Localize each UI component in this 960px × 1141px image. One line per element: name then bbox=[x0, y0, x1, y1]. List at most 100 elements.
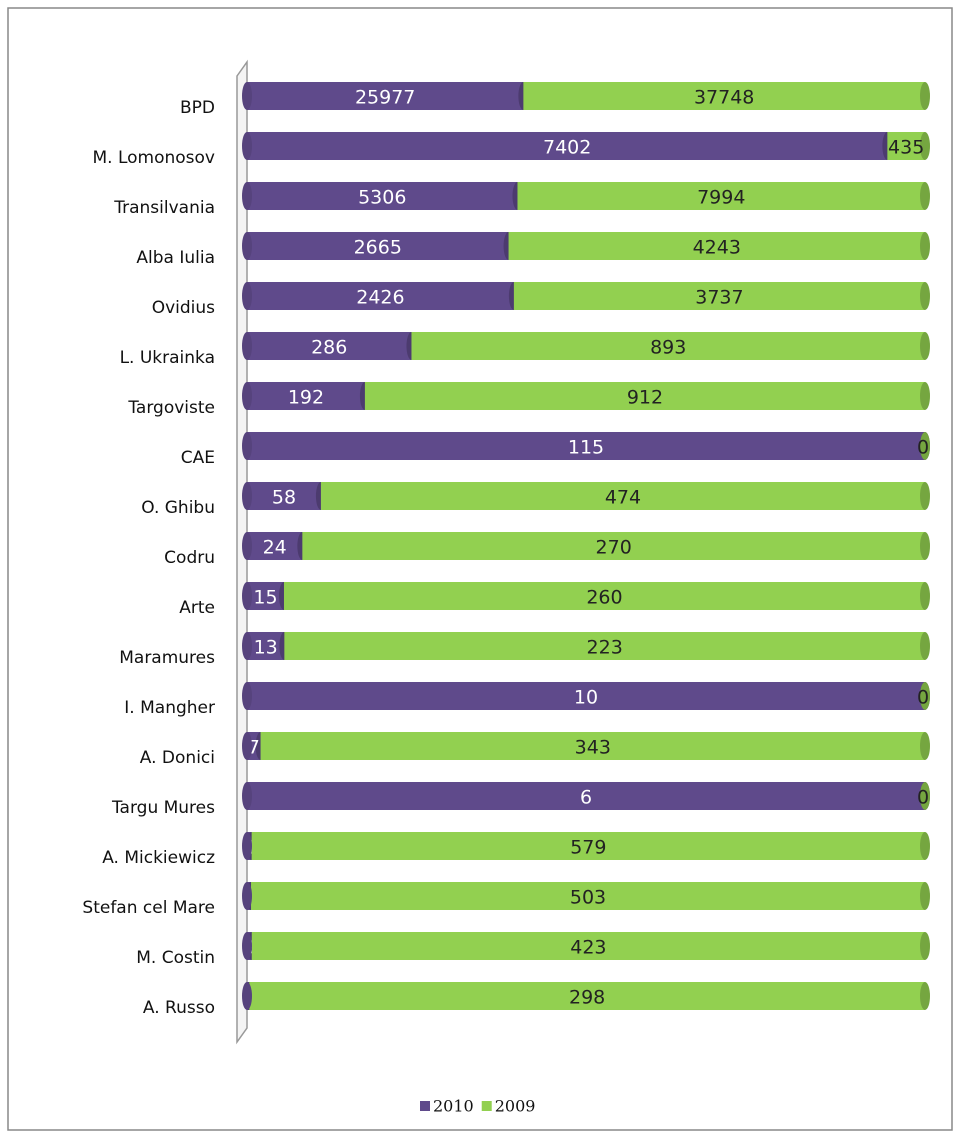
bar-start bbox=[242, 682, 252, 710]
value-label: 579 bbox=[570, 837, 606, 859]
bar-start bbox=[242, 632, 252, 660]
value-label: 0 bbox=[917, 687, 929, 709]
bar-segment bbox=[302, 532, 930, 560]
bar-cap bbox=[920, 582, 930, 610]
bar-segment bbox=[284, 632, 930, 660]
bar-segment bbox=[920, 432, 930, 460]
bar-cap bbox=[920, 282, 930, 310]
bar-body bbox=[247, 332, 412, 360]
value-label: 6 bbox=[580, 787, 592, 809]
bar-segment bbox=[283, 582, 930, 610]
category-label: Targu Mures bbox=[111, 798, 215, 818]
bar-start bbox=[242, 782, 252, 810]
bar-body bbox=[251, 832, 925, 860]
bar-segment bbox=[260, 732, 930, 760]
value-label: 192 bbox=[288, 387, 324, 409]
bar-start bbox=[242, 332, 252, 360]
bar-segment bbox=[920, 682, 930, 710]
value-label: 343 bbox=[575, 737, 611, 759]
bar-segment bbox=[251, 882, 930, 910]
category-label: A. Mickiewicz bbox=[102, 848, 215, 868]
bar-segment bbox=[364, 382, 930, 410]
value-label: 7994 bbox=[697, 187, 745, 209]
bar-body bbox=[247, 382, 365, 410]
bar-body bbox=[508, 232, 925, 260]
value-label: 15 bbox=[253, 587, 277, 609]
category-label: Transilvania bbox=[113, 198, 215, 218]
value-label: 2426 bbox=[356, 287, 404, 309]
value-label: 912 bbox=[627, 387, 663, 409]
value-label: 503 bbox=[570, 887, 606, 909]
category-label: O. Ghibu bbox=[141, 498, 215, 518]
category-label: Ovidius bbox=[152, 298, 215, 318]
bar-body bbox=[247, 282, 514, 310]
legend-swatch bbox=[420, 1101, 430, 1111]
value-label: 893 bbox=[650, 337, 686, 359]
category-label: A. Donici bbox=[140, 748, 215, 768]
category-label: M. Lomonosov bbox=[92, 148, 215, 168]
category-label: A. Russo bbox=[143, 998, 215, 1018]
value-label: 474 bbox=[605, 487, 641, 509]
bar-segment bbox=[920, 782, 930, 810]
category-label: Targoviste bbox=[127, 398, 215, 418]
bar-start bbox=[242, 382, 252, 410]
bar-cap bbox=[920, 732, 930, 760]
bar-start bbox=[242, 582, 252, 610]
bar-body bbox=[249, 982, 925, 1010]
bar-cap bbox=[920, 982, 930, 1010]
bar-start bbox=[242, 832, 252, 860]
bar-start bbox=[242, 432, 252, 460]
bar-body bbox=[247, 582, 284, 610]
value-label: 24 bbox=[263, 537, 287, 559]
category-label: L. Ukrainka bbox=[120, 348, 215, 368]
bar-body bbox=[411, 332, 925, 360]
value-label: 270 bbox=[596, 537, 632, 559]
value-label: 298 bbox=[569, 987, 605, 1009]
bar-cap bbox=[920, 532, 930, 560]
bar-body bbox=[247, 782, 925, 810]
category-label: Maramures bbox=[119, 648, 215, 668]
bar-body bbox=[251, 932, 925, 960]
bar-cap bbox=[920, 882, 930, 910]
category-label: CAE bbox=[181, 448, 215, 468]
bar-segment bbox=[247, 282, 519, 310]
bar-body bbox=[284, 632, 926, 660]
bar-cap bbox=[920, 132, 930, 160]
bar-cap bbox=[920, 382, 930, 410]
value-label: 58 bbox=[272, 487, 296, 509]
value-label: 3737 bbox=[695, 287, 743, 309]
bar-start bbox=[242, 882, 252, 910]
legend-label: 2010 bbox=[433, 1097, 474, 1116]
bar-segment bbox=[251, 832, 930, 860]
bar-start bbox=[242, 982, 252, 1010]
bar-body bbox=[247, 132, 888, 160]
bar-body bbox=[247, 532, 303, 560]
value-label: 260 bbox=[586, 587, 622, 609]
category-label: Alba Iulia bbox=[136, 248, 215, 268]
bar-start bbox=[242, 732, 252, 760]
bar-body bbox=[251, 882, 925, 910]
bar-start bbox=[242, 182, 252, 210]
legend-swatch bbox=[481, 1101, 492, 1111]
bar-body bbox=[513, 282, 925, 310]
value-label: 25977 bbox=[355, 87, 415, 109]
value-label: 223 bbox=[587, 637, 623, 659]
value-label: 10 bbox=[574, 687, 598, 709]
bar-segment bbox=[887, 132, 930, 160]
bar-body bbox=[887, 132, 925, 160]
bar-start bbox=[242, 282, 252, 310]
bar-body bbox=[247, 632, 285, 660]
bar-body bbox=[364, 382, 925, 410]
category-label: Stefan cel Mare bbox=[82, 898, 215, 918]
bar-body bbox=[247, 432, 925, 460]
bar-cap bbox=[920, 682, 930, 710]
value-label: 115 bbox=[568, 437, 604, 459]
bar-body bbox=[247, 182, 518, 210]
bar-cap bbox=[920, 932, 930, 960]
bar-cap bbox=[920, 182, 930, 210]
bar-cap bbox=[920, 632, 930, 660]
bar-segment bbox=[247, 382, 370, 410]
bar-body bbox=[247, 232, 509, 260]
bar-cap bbox=[920, 82, 930, 110]
bar-cap bbox=[920, 782, 930, 810]
